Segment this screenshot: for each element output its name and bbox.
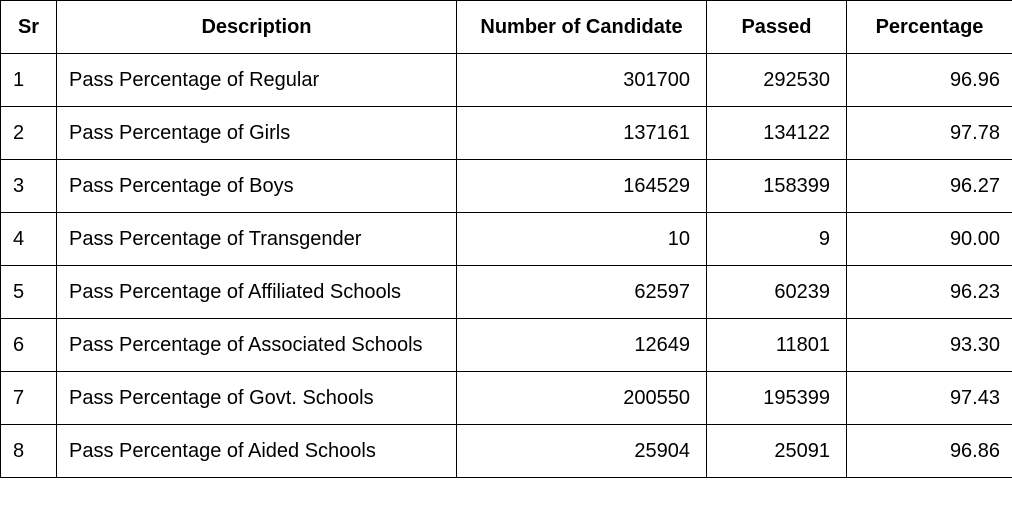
cell-sr: 2 bbox=[1, 107, 57, 160]
cell-passed: 195399 bbox=[707, 372, 847, 425]
table-body: 1 Pass Percentage of Regular 301700 2925… bbox=[1, 54, 1012, 478]
cell-sr: 7 bbox=[1, 372, 57, 425]
cell-candidates: 301700 bbox=[457, 54, 707, 107]
cell-percentage: 90.00 bbox=[847, 213, 1012, 266]
cell-sr: 3 bbox=[1, 160, 57, 213]
cell-sr: 5 bbox=[1, 266, 57, 319]
cell-candidates: 12649 bbox=[457, 319, 707, 372]
header-candidates: Number of Candidate bbox=[457, 1, 707, 54]
cell-percentage: 97.43 bbox=[847, 372, 1012, 425]
cell-percentage: 96.86 bbox=[847, 425, 1012, 478]
cell-candidates: 164529 bbox=[457, 160, 707, 213]
cell-candidates: 62597 bbox=[457, 266, 707, 319]
pass-percentage-table-container: Sr Description Number of Candidate Passe… bbox=[0, 0, 1012, 478]
cell-sr: 4 bbox=[1, 213, 57, 266]
cell-sr: 1 bbox=[1, 54, 57, 107]
cell-percentage: 96.23 bbox=[847, 266, 1012, 319]
pass-percentage-table: Sr Description Number of Candidate Passe… bbox=[0, 0, 1012, 478]
cell-description: Pass Percentage of Regular bbox=[57, 54, 457, 107]
table-row: 8 Pass Percentage of Aided Schools 25904… bbox=[1, 425, 1012, 478]
cell-passed: 60239 bbox=[707, 266, 847, 319]
header-percentage: Percentage bbox=[847, 1, 1012, 54]
cell-candidates: 10 bbox=[457, 213, 707, 266]
cell-passed: 9 bbox=[707, 213, 847, 266]
table-row: 1 Pass Percentage of Regular 301700 2925… bbox=[1, 54, 1012, 107]
cell-description: Pass Percentage of Associated Schools bbox=[57, 319, 457, 372]
cell-percentage: 97.78 bbox=[847, 107, 1012, 160]
cell-passed: 158399 bbox=[707, 160, 847, 213]
cell-percentage: 93.30 bbox=[847, 319, 1012, 372]
table-row: 3 Pass Percentage of Boys 164529 158399 … bbox=[1, 160, 1012, 213]
table-row: 2 Pass Percentage of Girls 137161 134122… bbox=[1, 107, 1012, 160]
table-row: 5 Pass Percentage of Affiliated Schools … bbox=[1, 266, 1012, 319]
header-passed: Passed bbox=[707, 1, 847, 54]
cell-description: Pass Percentage of Govt. Schools bbox=[57, 372, 457, 425]
cell-candidates: 200550 bbox=[457, 372, 707, 425]
table-row: 6 Pass Percentage of Associated Schools … bbox=[1, 319, 1012, 372]
cell-passed: 134122 bbox=[707, 107, 847, 160]
cell-percentage: 96.27 bbox=[847, 160, 1012, 213]
cell-percentage: 96.96 bbox=[847, 54, 1012, 107]
table-row: 4 Pass Percentage of Transgender 10 9 90… bbox=[1, 213, 1012, 266]
cell-description: Pass Percentage of Aided Schools bbox=[57, 425, 457, 478]
cell-description: Pass Percentage of Girls bbox=[57, 107, 457, 160]
table-header-row: Sr Description Number of Candidate Passe… bbox=[1, 1, 1012, 54]
cell-candidates: 137161 bbox=[457, 107, 707, 160]
cell-sr: 6 bbox=[1, 319, 57, 372]
cell-description: Pass Percentage of Boys bbox=[57, 160, 457, 213]
header-sr: Sr bbox=[1, 1, 57, 54]
cell-passed: 292530 bbox=[707, 54, 847, 107]
cell-passed: 11801 bbox=[707, 319, 847, 372]
cell-passed: 25091 bbox=[707, 425, 847, 478]
cell-description: Pass Percentage of Transgender bbox=[57, 213, 457, 266]
table-row: 7 Pass Percentage of Govt. Schools 20055… bbox=[1, 372, 1012, 425]
cell-description: Pass Percentage of Affiliated Schools bbox=[57, 266, 457, 319]
cell-sr: 8 bbox=[1, 425, 57, 478]
header-description: Description bbox=[57, 1, 457, 54]
cell-candidates: 25904 bbox=[457, 425, 707, 478]
